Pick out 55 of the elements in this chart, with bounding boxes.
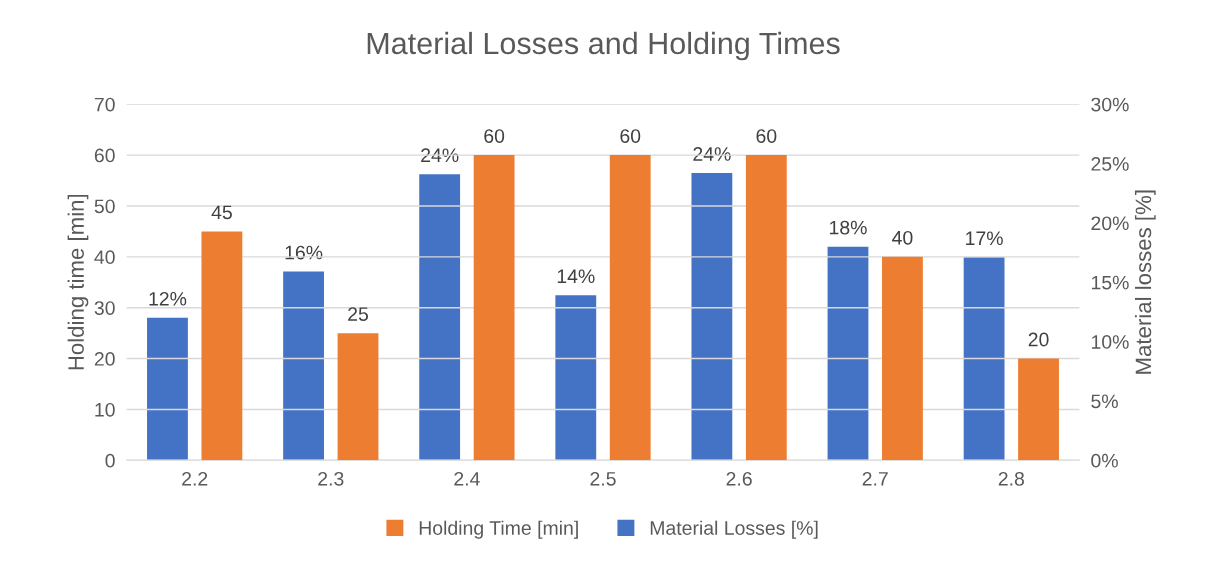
data-label: 45 (211, 205, 232, 220)
data-label: 25 (348, 307, 369, 321)
bar (147, 317, 188, 461)
x-tick-label: 2.2 (182, 471, 208, 486)
bar (609, 155, 651, 461)
x-tick-label: 2.7 (862, 471, 888, 486)
data-label: 40 (892, 230, 913, 245)
data-label: 60 (620, 129, 641, 143)
y2-tick-label: 5% (1091, 394, 1118, 409)
y-tick-label: 40 (94, 250, 115, 265)
bar (337, 333, 379, 461)
y2-tick-label: 0% (1091, 453, 1118, 468)
bar (555, 295, 597, 461)
y2-tick-label: 20% (1091, 216, 1129, 231)
bar (963, 257, 1005, 461)
x-tick-label: 2.4 (454, 471, 480, 486)
y2-tick-label: 15% (1091, 275, 1129, 290)
y2-tick-label: 30% (1091, 97, 1129, 112)
data-label: 24% (693, 147, 731, 161)
y-tick-label: 50 (94, 199, 115, 214)
bar (745, 155, 787, 461)
data-label: 14% (557, 269, 595, 284)
y2-axis-title: Material losses [%] (1134, 190, 1156, 374)
x-tick-label: 2.5 (590, 471, 616, 486)
y-tick-label: 30 (94, 301, 115, 315)
bar (1018, 358, 1059, 461)
x-tick-label: 2.3 (318, 471, 344, 486)
bar (882, 256, 923, 461)
data-label: 20 (1028, 332, 1049, 347)
bar (691, 173, 733, 461)
y-axis-title: Holding time [min] (67, 194, 89, 370)
y-tick-label: 70 (94, 97, 115, 112)
bar (827, 246, 869, 461)
x-tick-label: 2.6 (726, 471, 752, 486)
data-label: 16% (285, 245, 323, 260)
y-tick-label: 20 (94, 352, 115, 366)
y-tick-label: 60 (94, 148, 115, 163)
y2-tick-label: 10% (1091, 335, 1129, 349)
y-tick-label: 0 (105, 453, 115, 468)
bar (283, 271, 324, 461)
data-label: 24% (421, 148, 459, 162)
legend-label: Material Losses [%] (650, 520, 818, 539)
bar (473, 155, 515, 461)
data-label: 60 (484, 129, 505, 143)
legend-label: Holding Time [min] (419, 520, 578, 539)
y2-tick-label: 25% (1091, 157, 1129, 171)
data-label: 60 (756, 129, 777, 143)
chart-title: Material Losses and Holding Times (367, 31, 840, 61)
data-label: 17% (966, 231, 1003, 246)
bar (201, 231, 243, 461)
x-tick-label: 2.8 (998, 471, 1024, 486)
y-tick-label: 10 (95, 402, 115, 417)
data-label: 12% (149, 291, 187, 306)
data-label: 18% (830, 220, 867, 235)
bar (419, 174, 461, 461)
